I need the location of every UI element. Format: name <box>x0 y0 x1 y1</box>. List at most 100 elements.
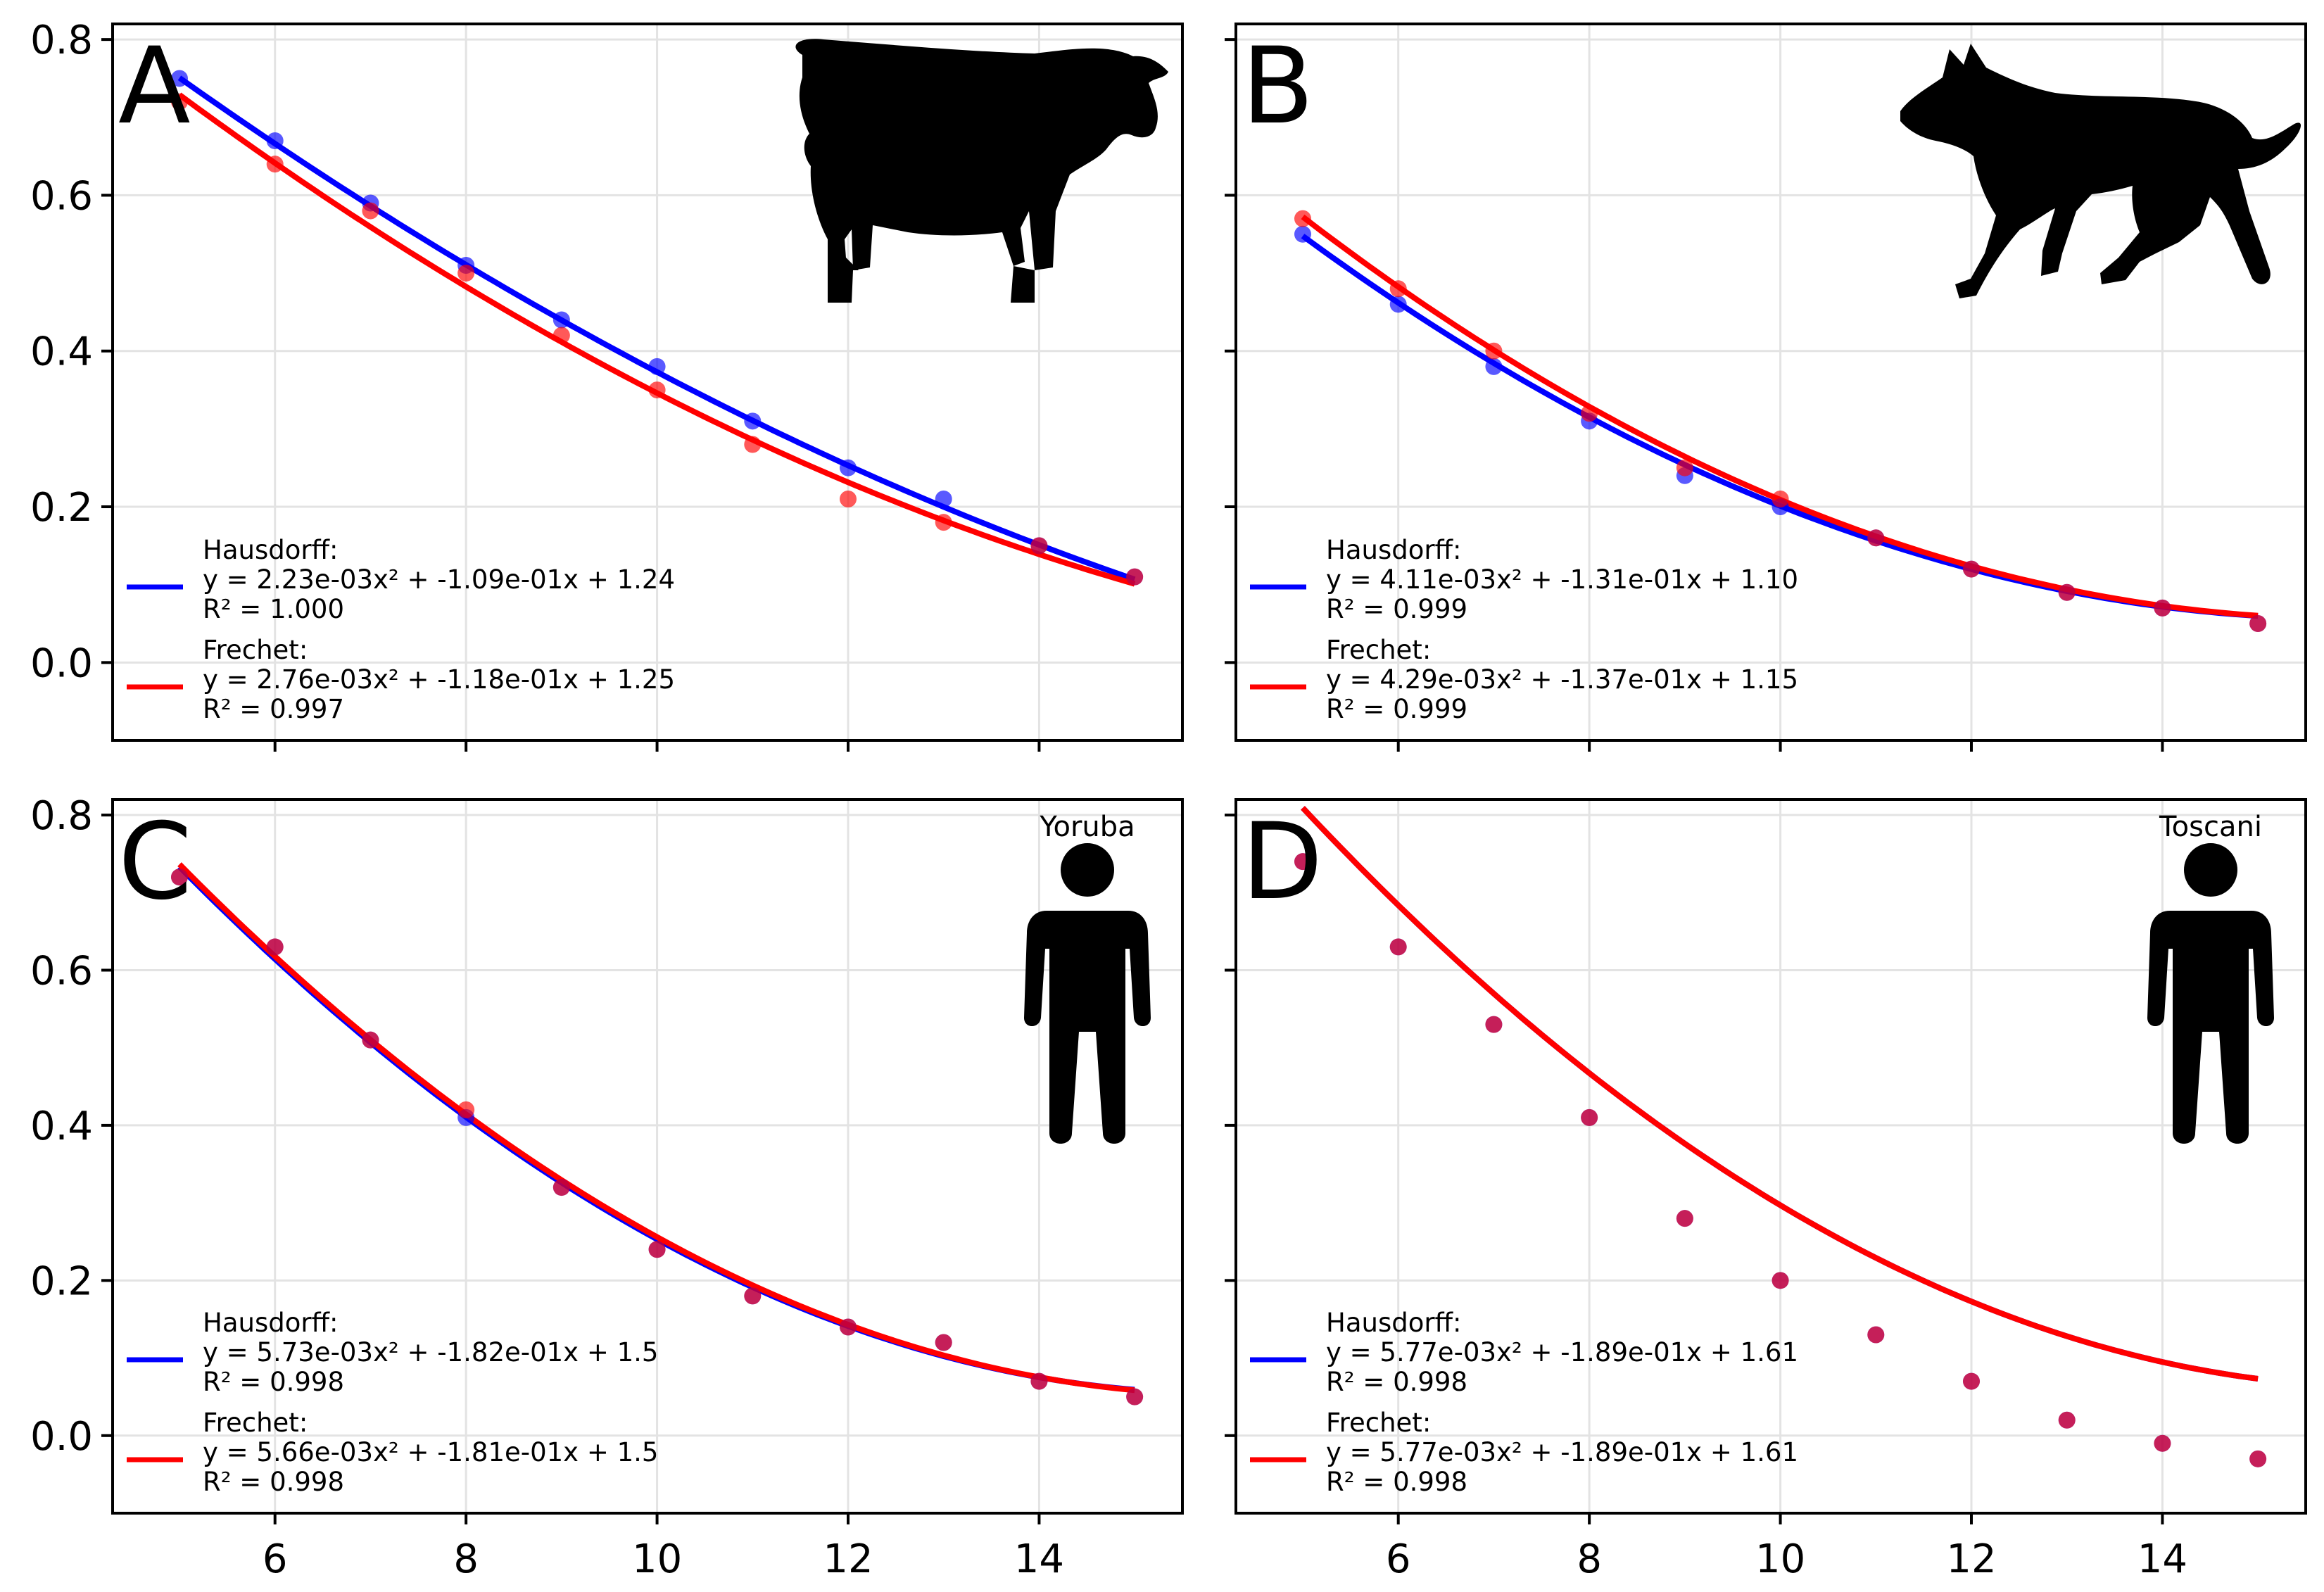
fit-line-frechet <box>1301 806 2259 1382</box>
legend-equation: y = 2.76e-03x² + -1.18e-01x + 1.25 <box>203 664 675 695</box>
data-point-frechet <box>362 1031 379 1049</box>
x-tick-label: 10 <box>632 1536 682 1582</box>
legend-equation: y = 5.77e-03x² + -1.89e-01x + 1.61 <box>1326 1437 1798 1467</box>
legend-r2: R² = 0.998 <box>1326 1467 1467 1497</box>
y-tick-label: 0.2 <box>30 485 93 531</box>
y-tick-label: 0.8 <box>30 18 93 63</box>
legend-r2: R² = 1.000 <box>203 594 344 624</box>
data-point-frechet <box>171 868 188 886</box>
data-point-hausdorff <box>552 311 570 329</box>
data-point-frechet <box>935 514 952 531</box>
data-point-frechet <box>1389 938 1407 956</box>
data-point-frechet <box>457 1101 475 1118</box>
person-icon <box>2147 843 2274 1144</box>
data-point-frechet <box>648 381 666 399</box>
x-tick-label: 6 <box>263 1536 288 1582</box>
plot-area <box>1294 806 2267 1467</box>
data-point-frechet <box>1389 280 1407 298</box>
axes-frame <box>111 23 1184 742</box>
legend: Hausdorff:y = 2.23e-03x² + -1.09e-01x + … <box>127 535 675 724</box>
data-point-hausdorff <box>648 358 666 375</box>
data-point-frechet <box>457 265 475 282</box>
legend-series-name: Frechet: <box>203 1408 308 1438</box>
axes-frame <box>1234 798 2307 1515</box>
panel-label: C <box>118 801 192 923</box>
person-icon <box>1024 843 1151 1144</box>
axes <box>1225 38 2164 752</box>
data-point-frechet <box>171 93 188 110</box>
data-point-hausdorff <box>171 70 188 87</box>
legend-series-name: Frechet: <box>1326 1408 1431 1438</box>
legend-r2: R² = 0.998 <box>203 1467 344 1497</box>
data-point-frechet <box>1772 1272 1789 1289</box>
data-point-hausdorff <box>1389 296 1407 313</box>
legend-r2: R² = 0.998 <box>203 1367 344 1397</box>
data-point-hausdorff <box>1294 225 1311 243</box>
data-point-frechet <box>2058 1411 2076 1429</box>
data-point-frechet <box>552 327 570 344</box>
axes: 6 8 10 12 14 <box>1225 814 2187 1582</box>
data-point-hausdorff <box>840 459 857 476</box>
y-tick-label: 0.4 <box>30 329 93 375</box>
legend-r2: R² = 0.999 <box>1326 694 1467 724</box>
data-point-frechet <box>1963 1372 1980 1390</box>
legend-equation: y = 4.29e-03x² + -1.37e-01x + 1.15 <box>1326 664 1798 695</box>
x-tick-label: 12 <box>1946 1536 1996 1582</box>
panel-a: 0.0 0.2 0.4 0.6 0.8 A Hausdorff:y = 2.23e-03x²… <box>30 18 1184 752</box>
axes: 0.0 0.2 0.4 0.6 0.8 <box>30 18 1041 752</box>
axes-frame <box>1234 23 2307 742</box>
panel-label: B <box>1242 25 1314 148</box>
data-point-frechet <box>1772 490 1789 507</box>
legend-series-name: Hausdorff: <box>203 1308 339 1338</box>
y-tick-label: 0.6 <box>30 948 93 994</box>
wolf-icon <box>1900 44 2301 298</box>
legend-series-name: Hausdorff: <box>1326 535 1462 565</box>
axes: 6 8 10 12 14 0.0 0.2 0.4 0.6 0.8 <box>30 793 1064 1582</box>
legend-equation: y = 4.11e-03x² + -1.31e-01x + 1.10 <box>1326 564 1798 595</box>
data-point-hausdorff <box>266 132 284 149</box>
data-point-frechet <box>2154 1434 2171 1452</box>
legend-equation: y = 5.73e-03x² + -1.82e-01x + 1.5 <box>203 1337 658 1367</box>
legend-r2: R² = 0.997 <box>203 694 344 724</box>
data-point-frechet <box>2154 599 2171 617</box>
legend-series-name: Hausdorff: <box>1326 1308 1462 1338</box>
data-point-frechet <box>1030 1372 1048 1390</box>
data-point-hausdorff <box>744 412 762 430</box>
data-point-frechet <box>1867 1326 1885 1344</box>
panel-b: B Hausdorff:y = 4.11e-03x² + -1.31e-01x +… <box>1225 23 2307 752</box>
data-point-frechet <box>1581 405 1598 422</box>
data-point-frechet <box>1676 1210 1693 1227</box>
data-point-frechet <box>1294 210 1311 227</box>
y-tick-label: 0.2 <box>30 1258 93 1304</box>
data-point-frechet <box>1030 537 1048 555</box>
legend: Hausdorff:y = 5.73e-03x² + -1.82e-01x + … <box>127 1308 658 1497</box>
data-point-frechet <box>1485 342 1503 360</box>
legend-equation: y = 5.77e-03x² + -1.89e-01x + 1.61 <box>1326 1337 1798 1367</box>
plot-area <box>1294 210 2267 633</box>
data-point-frechet <box>266 938 284 956</box>
y-tick-label: 0.6 <box>30 173 93 219</box>
data-point-frechet <box>744 436 762 453</box>
data-point-hausdorff <box>1485 358 1503 375</box>
data-point-frechet <box>1126 568 1144 586</box>
y-tick-label: 0.8 <box>30 793 93 839</box>
legend-series-name: Frechet: <box>1326 635 1431 665</box>
grid <box>1236 800 2306 1513</box>
data-point-frechet <box>935 1334 952 1351</box>
x-tick-label: 10 <box>1755 1536 1805 1582</box>
data-point-frechet <box>648 1241 666 1258</box>
y-tick-label: 0.0 <box>30 640 93 686</box>
population-label: Yoruba <box>1039 811 1135 843</box>
data-point-frechet <box>552 1179 570 1196</box>
data-point-frechet <box>362 202 379 220</box>
grid <box>113 800 1182 1513</box>
axes-frame <box>111 798 1184 1515</box>
data-point-frechet <box>1676 459 1693 476</box>
y-tick-label: 0.0 <box>30 1414 93 1460</box>
data-point-hausdorff <box>935 490 952 507</box>
legend-series-name: Frechet: <box>203 635 308 665</box>
data-point-frechet <box>2249 615 2267 633</box>
y-tick-label: 0.4 <box>30 1104 93 1149</box>
